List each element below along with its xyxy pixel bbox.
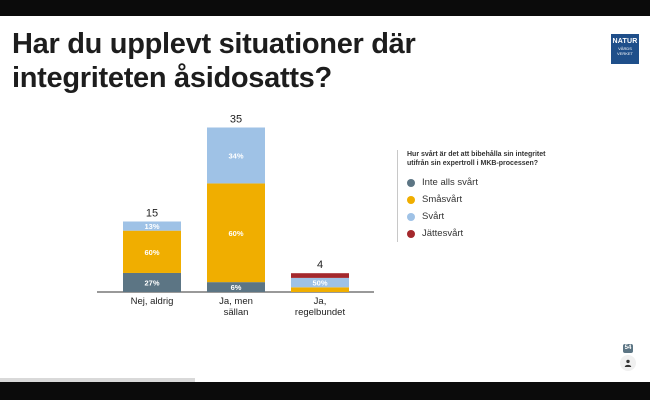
bar-segment-ja-men-sallan-inte-alls-svart xyxy=(207,282,265,292)
bottom-progress-strip xyxy=(0,378,195,382)
legend-title: Hur svårt är det att bibehålla sin integ… xyxy=(407,151,546,167)
category-label-ja-regelbundet: Ja, xyxy=(314,296,327,307)
category-label-ja-men-sallan: Ja, men xyxy=(219,296,253,307)
legend-item-svart: Svårt xyxy=(407,208,567,225)
bar-total-ja-regelbundet: 4 xyxy=(317,259,323,271)
data-label-ja-men-sallan-smasvart: 60% xyxy=(228,229,243,238)
top-black-bar xyxy=(0,0,650,16)
legend-label-svart: Svårt xyxy=(422,211,445,222)
data-label-ja-men-sallan-svart: 34% xyxy=(228,151,243,160)
legend-label-inte-alls-svart: Inte alls svårt xyxy=(422,177,478,188)
data-label-ja-men-sallan-inte-alls-svart: 6% xyxy=(231,283,242,292)
data-label-nej-aldrig-inte-alls-svart: 27% xyxy=(144,278,159,287)
legend-dot-jattesvart xyxy=(407,229,415,238)
bar-segment-nej-aldrig-inte-alls-svart xyxy=(123,272,181,292)
category-label-ja-men-sallan-line2: sällan xyxy=(224,307,249,318)
naturvardsverket-logo: NATUR VÅRDS VERKET xyxy=(611,34,639,64)
bar-segment-ja-men-sallan-smasvart xyxy=(207,183,265,283)
bar-segment-ja-regelbundet-jattesvart xyxy=(291,273,349,278)
data-label-nej-aldrig-smasvart: 60% xyxy=(144,248,159,257)
legend-dot-smasvart xyxy=(407,195,415,204)
bar-segment-ja-men-sallan-svart xyxy=(207,127,265,184)
bar-segment-ja-regelbundet-svart xyxy=(291,277,349,288)
logo-text-line3: VERKET xyxy=(616,51,633,56)
data-label-nej-aldrig-svart: 13% xyxy=(144,222,159,231)
legend-item-jattesvart: Jättesvårt xyxy=(407,225,567,242)
category-label-nej-aldrig: Nej, aldrig xyxy=(131,296,174,307)
bottom-black-bar xyxy=(0,382,650,400)
bar-segment-nej-aldrig-smasvart xyxy=(123,230,181,273)
participants-badge[interactable]: 54 xyxy=(620,344,636,372)
bar-segment-nej-aldrig-svart xyxy=(123,221,181,231)
bar-segment-ja-regelbundet-smasvart xyxy=(291,287,349,292)
chart-legend: Hur svårt är det att bibehålla sin integ… xyxy=(397,150,567,242)
legend-label-jattesvart: Jättesvårt xyxy=(422,228,464,239)
bar-total-nej-aldrig: 15 xyxy=(146,208,158,220)
participant-icon xyxy=(620,355,636,371)
category-label-ja-regelbundet-line2: regelbundet xyxy=(295,307,346,318)
bar-total-ja-men-sallan: 35 xyxy=(230,114,242,126)
legend-dot-inte-alls-svart xyxy=(407,178,415,187)
legend-label-smasvart: Småsvårt xyxy=(422,194,463,205)
participant-count: 54 xyxy=(622,344,634,353)
page-title: Har du upplevt situationer där integrite… xyxy=(12,28,416,94)
legend-item-smasvart: Småsvårt xyxy=(407,191,567,208)
data-label-ja-regelbundet-svart: 50% xyxy=(312,279,327,288)
logo-text-line1: NATUR xyxy=(612,38,638,45)
logo-text-line2: VÅRDS xyxy=(618,46,632,51)
legend-dot-svart xyxy=(407,212,415,221)
legend-item-inte-alls-svart: Inte alls svårt xyxy=(407,174,567,191)
